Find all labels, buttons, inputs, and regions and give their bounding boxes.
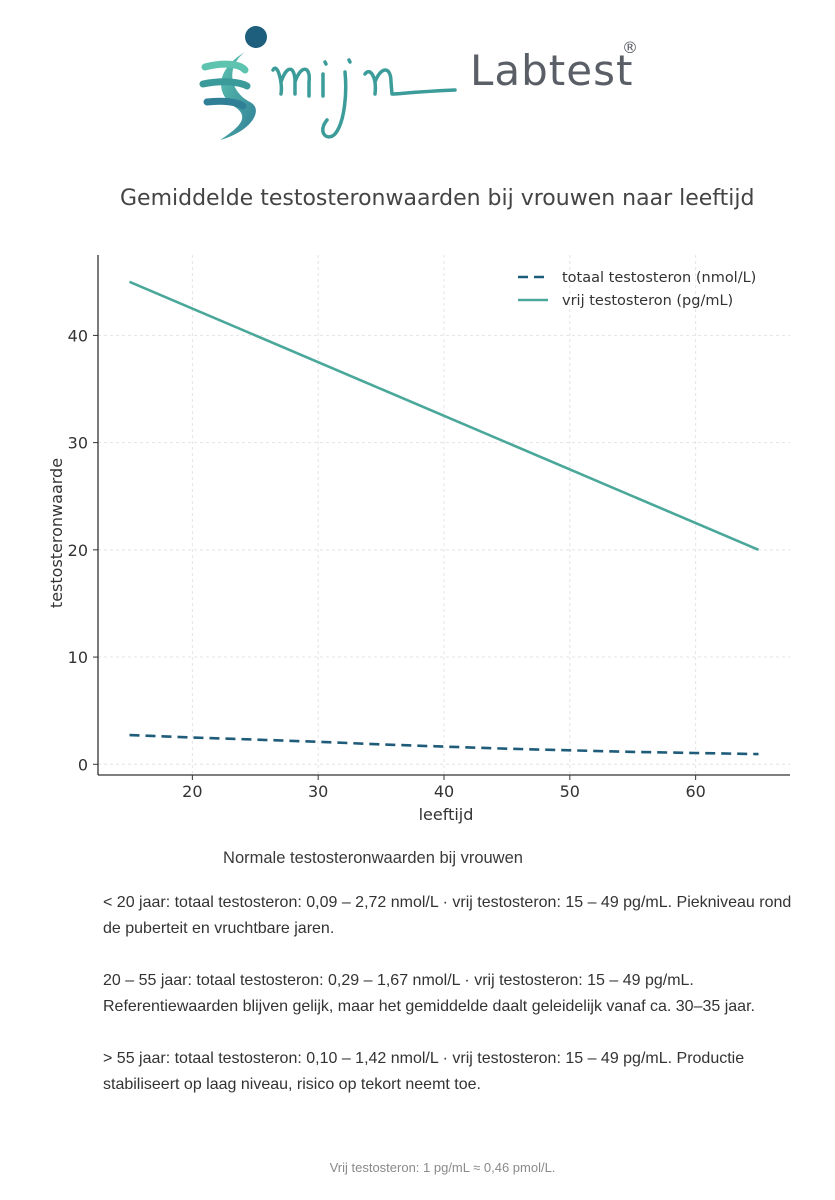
y-tick-label: 10 <box>68 648 88 667</box>
x-tick-label: 50 <box>560 782 580 801</box>
logo-script-mijn <box>271 58 457 139</box>
line-chart: 20 30 40 50 60 0 10 20 30 40 leeftijd testosteronwa… <box>47 255 790 824</box>
y-axis-label: testosteronwaarde <box>47 458 66 608</box>
series-line-2 <box>128 280 760 551</box>
logo-dot <box>245 26 267 48</box>
reference-paragraph-over-55: > 55 jaar: totaal testosteron: 0,10 – 1,… <box>103 1050 745 1093</box>
y-tick-label: 20 <box>68 541 88 560</box>
x-axis-label: leeftijd <box>419 805 474 824</box>
y-tick-label: 0 <box>78 755 88 774</box>
reference-heading: Normale testosteronwaarden bij vrouwen <box>223 849 523 867</box>
reference-paragraph-20-55: 20 – 55 jaar: totaal testosteron: 0,29 –… <box>103 972 755 1015</box>
conversion-footnote: Vrij testosteron: 1 pg/mL ≈ 0,46 pmol/L. <box>329 1160 556 1175</box>
x-tick-label: 30 <box>308 782 328 801</box>
registered-mark: ® <box>622 38 638 57</box>
legend-label-1: totaal testosteron (nmol/L) <box>562 270 756 286</box>
legend-label-2: vrij testosteron (pg/mL) <box>562 293 733 309</box>
x-tick-label: 20 <box>182 782 202 801</box>
reference-values-section: Normale testosteronwaarden bij vrouwen <… <box>103 845 803 1124</box>
logo-mark <box>199 26 457 140</box>
dna-icon <box>220 52 256 140</box>
series-line-1 <box>129 733 759 756</box>
chart-title: Gemiddelde testosteronwaarden bij vrouwe… <box>120 186 755 211</box>
x-tick-label: 60 <box>685 782 705 801</box>
reference-paragraph-under-20: < 20 jaar: totaal testosteron: 0,09 – 2,… <box>103 894 792 937</box>
y-tick-label: 40 <box>68 326 88 345</box>
y-tick-label: 30 <box>68 434 88 453</box>
x-tick-label: 40 <box>434 782 454 801</box>
logo-wordmark: Labtest <box>470 46 634 95</box>
